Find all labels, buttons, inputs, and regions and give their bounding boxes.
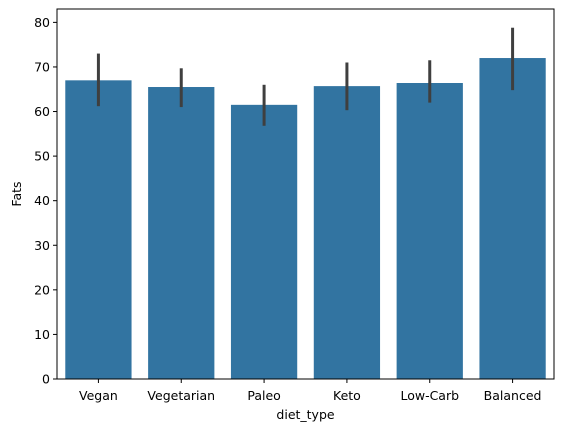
x-tick-label: Vegetarian	[147, 388, 215, 403]
y-tick-label: 40	[34, 193, 50, 208]
y-axis: 0 10 20 30 40 50 60 70 80	[34, 15, 57, 387]
y-tick-label: 60	[34, 104, 50, 119]
x-tick-label: Keto	[333, 388, 361, 403]
y-tick-label: 80	[34, 15, 50, 30]
y-tick-label: 20	[34, 282, 50, 297]
plot-frame	[56, 8, 555, 380]
y-tick-label: 70	[34, 59, 50, 74]
y-axis-label: Fats	[9, 181, 24, 206]
x-tick-label: Low-Carb	[400, 388, 459, 403]
bar-paleo	[230, 104, 298, 379]
error-bars	[96, 27, 515, 126]
bar-keto	[313, 86, 381, 379]
x-axis: Vegan Vegetarian Paleo Keto Low-Carb Balanced	[79, 379, 541, 403]
y-tick-label: 10	[34, 327, 50, 342]
x-tick-label: Balanced	[484, 388, 542, 403]
bar-balanced	[479, 58, 546, 380]
y-tick-label: 30	[34, 238, 50, 253]
bar-vegan	[65, 80, 132, 379]
bar-vegetarian	[148, 87, 215, 379]
y-tick-label: 0	[42, 372, 50, 387]
bar-low-carb	[396, 83, 463, 379]
x-tick-label: Paleo	[247, 388, 280, 403]
bars	[65, 58, 546, 380]
x-axis-label: diet_type	[276, 407, 334, 422]
x-tick-label: Vegan	[79, 388, 118, 403]
y-tick-label: 50	[34, 149, 50, 164]
